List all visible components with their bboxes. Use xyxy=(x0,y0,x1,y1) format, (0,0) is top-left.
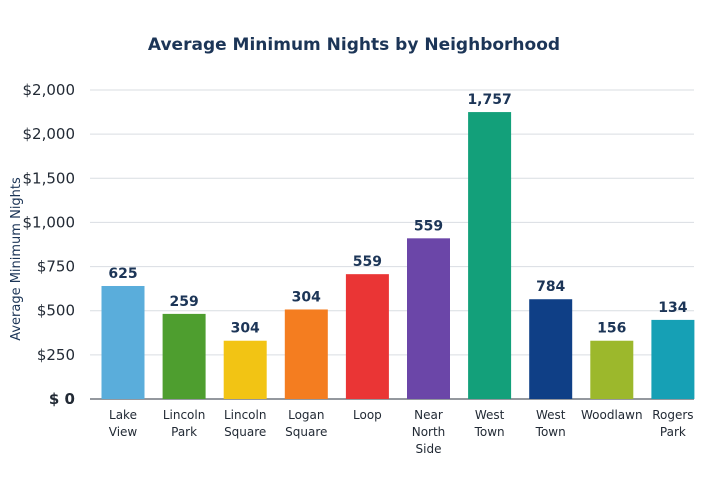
x-tick-label-line: Side xyxy=(416,442,442,456)
y-tick-label: $2,000 xyxy=(23,81,76,99)
x-tick-label-line: Park xyxy=(171,425,197,439)
bar xyxy=(284,309,328,399)
bar xyxy=(407,238,450,399)
x-tick-label: Logan Square xyxy=(285,408,327,439)
x-tick-label-line: West xyxy=(475,408,505,422)
chart-title: Average Minimum Nights by Neighborhood xyxy=(148,35,560,55)
y-tick-label: $750 xyxy=(37,258,75,276)
y-axis-label: Average Minimum Nights xyxy=(9,177,24,341)
y-tick-label: $250 xyxy=(37,346,75,364)
x-tick-label-line: Square xyxy=(285,425,327,439)
y-tick-label: $2,000 xyxy=(23,125,76,143)
data-label: 559 xyxy=(414,218,443,234)
x-tick-label-line: Square xyxy=(224,425,266,439)
x-tick-label-line: Lake xyxy=(109,408,137,422)
y-tick-label: $ 0 xyxy=(49,390,75,408)
bar xyxy=(590,340,634,399)
x-tick-label-line: Town xyxy=(535,425,566,439)
x-tick-label: West Town xyxy=(474,408,505,439)
x-tick-label: Loop xyxy=(353,408,382,422)
x-tick-label-line: Town xyxy=(474,425,505,439)
data-labels: 625 259 304 304 559 559 1,757 784 156 134 xyxy=(108,92,687,337)
x-tick-label-line: Rogers xyxy=(652,408,693,422)
data-label: 559 xyxy=(353,254,382,270)
x-tick-label: Rogers Park xyxy=(652,408,693,439)
data-label: 625 xyxy=(108,266,137,282)
x-tick-label-line: Lincoln xyxy=(163,408,206,422)
bar xyxy=(468,112,512,400)
x-tick-label-line: View xyxy=(109,425,138,439)
x-tick-label: Lincoln Square xyxy=(224,408,267,439)
x-tick-label-line: North xyxy=(412,425,446,439)
data-label: 304 xyxy=(231,321,260,337)
data-label: 156 xyxy=(597,321,626,337)
bar xyxy=(162,313,206,399)
x-tick-label-line: Woodlawn xyxy=(581,408,643,422)
y-tick-label: $1,500 xyxy=(23,169,76,187)
bar xyxy=(651,319,695,399)
x-axis-ticks: Lake View Lincoln Park Lincoln Square Logan Squ… xyxy=(109,408,694,456)
y-tick-label: $500 xyxy=(37,302,75,320)
x-tick-label-line: Lincoln xyxy=(224,408,267,422)
bar xyxy=(223,340,267,399)
x-tick-label: Lake View xyxy=(109,408,138,439)
y-tick-label: $1,000 xyxy=(23,213,76,231)
data-label: 304 xyxy=(292,289,321,305)
x-tick-label: West Town xyxy=(535,408,566,439)
bar xyxy=(529,299,573,399)
bar xyxy=(101,285,145,399)
bar xyxy=(345,274,389,399)
data-label: 1,757 xyxy=(467,92,511,108)
data-label: 784 xyxy=(536,279,565,295)
y-axis-ticks: $ 0 $250 $500 $750 $1,000 $1,500 $2,000 $2,000 xyxy=(23,81,76,408)
x-tick-label-line: Near xyxy=(414,408,443,422)
x-tick-label: Near North Side xyxy=(412,408,446,456)
gridlines xyxy=(90,89,694,356)
x-tick-label-line: Loop xyxy=(353,408,382,422)
x-tick-label-line: West xyxy=(536,408,566,422)
x-tick-label: Woodlawn xyxy=(581,408,643,422)
x-tick-label-line: Logan xyxy=(288,408,324,422)
data-label: 134 xyxy=(658,300,687,316)
bars xyxy=(101,112,695,400)
data-label: 259 xyxy=(169,294,198,310)
x-tick-label-line: Park xyxy=(660,425,686,439)
x-tick-label: Lincoln Park xyxy=(163,408,206,439)
